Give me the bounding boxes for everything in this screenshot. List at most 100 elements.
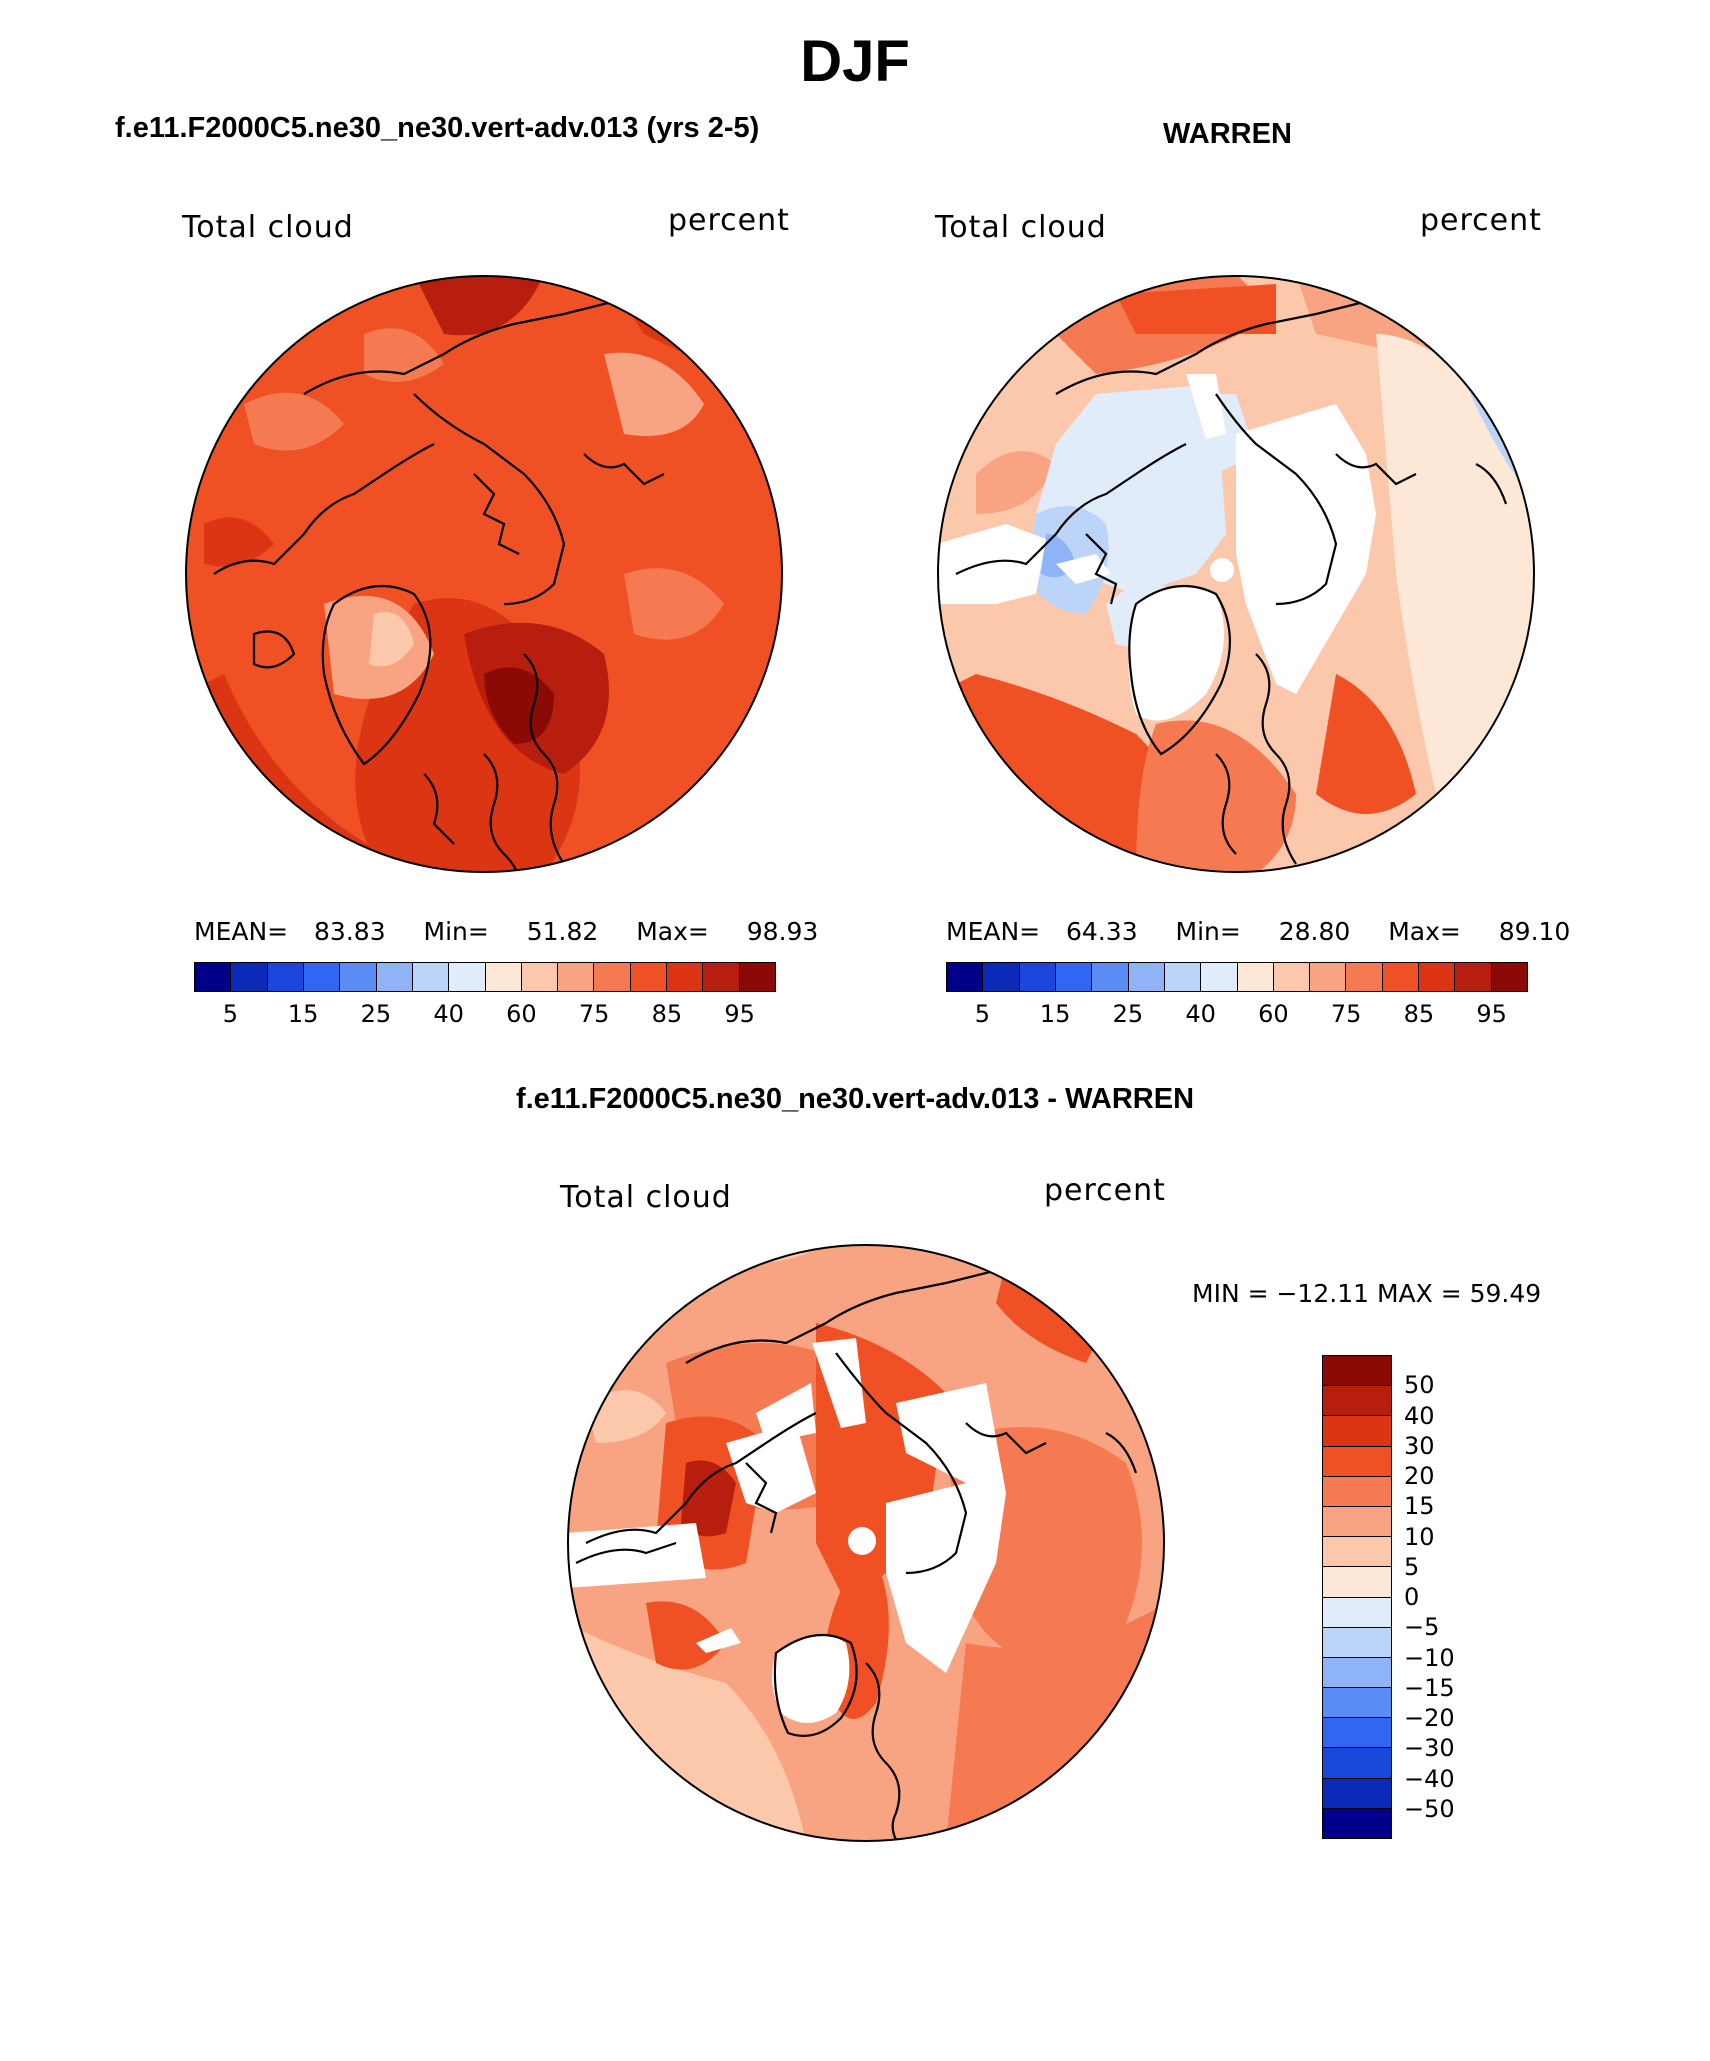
- colorbar-swatch: [1055, 963, 1093, 991]
- panel-1-colorbar-ticks: 5 15 25 40 60 75 85 95: [194, 1000, 776, 1030]
- diff-minmax-text: MIN = −12.11 MAX = 59.49: [1192, 1279, 1542, 1308]
- colorbar-swatch: [1128, 963, 1165, 991]
- colorbar-swatch: [1310, 963, 1347, 991]
- colorbar-tick-label: −5: [1404, 1613, 1440, 1642]
- panel-1-min-value: 51.82: [526, 917, 599, 946]
- colorbar-swatch: [558, 963, 595, 991]
- colorbar-tick-label: 10: [1404, 1522, 1435, 1551]
- panel-2-colorbar-ticks: 5 15 25 40 60 75 85 95: [946, 1000, 1528, 1030]
- panel-2-stats: MEAN= 64.33 Min= 28.80 Max= 89.10: [946, 917, 1570, 946]
- colorbar-swatch: [1323, 1476, 1391, 1507]
- colorbar-swatch: [630, 963, 668, 991]
- panel-1-stats: MEAN= 83.83 Min= 51.82 Max= 98.93: [194, 917, 818, 946]
- colorbar-tick-label: −50: [1404, 1794, 1455, 1823]
- colorbar-swatch: [703, 963, 740, 991]
- panel-2-polar-map: [937, 275, 1535, 873]
- panel-2-case-title: WARREN: [1163, 118, 1292, 150]
- colorbar-tick-label: −15: [1404, 1673, 1455, 1702]
- panel-2-colorbar: [946, 962, 1528, 992]
- colorbar-tick-label: 95: [724, 1000, 755, 1028]
- colorbar-swatch: [1323, 1386, 1391, 1417]
- colorbar-swatch: [340, 963, 377, 991]
- colorbar-tick-label: 25: [360, 1000, 392, 1028]
- colorbar-swatch: [449, 963, 486, 991]
- colorbar-swatch: [1323, 1778, 1391, 1809]
- panel-1-mean-value: 83.83: [314, 917, 386, 946]
- colorbar-swatch: [1273, 963, 1311, 991]
- colorbar-swatch: [1323, 1416, 1391, 1447]
- colorbar-tick-label: 5: [222, 1000, 239, 1028]
- panel-2-mean-value: 64.33: [1066, 917, 1138, 946]
- panel-1-colorbar: [194, 962, 776, 992]
- colorbar-swatch: [1323, 1356, 1391, 1387]
- panel-1-variable-label: Total cloud: [182, 210, 354, 245]
- colorbar-swatch: [1323, 1718, 1391, 1749]
- colorbar-swatch: [1323, 1627, 1391, 1658]
- colorbar-tick-label: −20: [1404, 1704, 1455, 1732]
- colorbar-swatch: [947, 963, 984, 991]
- colorbar-swatch: [1323, 1688, 1391, 1719]
- panel-1-mean-label: MEAN=: [194, 917, 289, 946]
- colorbar-tick-label: −30: [1404, 1734, 1455, 1763]
- colorbar-swatch: [1323, 1537, 1391, 1568]
- colorbar-tick-label: 85: [1403, 1000, 1435, 1028]
- panel-1-units-label: percent: [668, 203, 790, 238]
- colorbar-tick-label: 15: [1404, 1492, 1435, 1521]
- colorbar-swatch: [485, 963, 522, 991]
- colorbar-tick-label: 25: [1112, 1000, 1144, 1028]
- colorbar-tick-label: −40: [1404, 1764, 1455, 1793]
- colorbar-swatch: [667, 963, 704, 991]
- colorbar-swatch: [376, 963, 413, 991]
- colorbar-swatch: [1491, 963, 1527, 991]
- colorbar-tick-label: 15: [287, 1000, 319, 1028]
- panel-1-max-value: 98.93: [746, 917, 819, 946]
- colorbar-swatch: [1323, 1506, 1391, 1538]
- colorbar-swatch: [1455, 963, 1492, 991]
- colorbar-swatch: [1323, 1597, 1391, 1628]
- colorbar-tick-label: 30: [1404, 1431, 1435, 1460]
- colorbar-swatch: [412, 963, 450, 991]
- panel-2-mean-label: MEAN=: [946, 917, 1041, 946]
- colorbar-tick-label: 20: [1404, 1462, 1435, 1490]
- colorbar-tick-label: 0: [1404, 1583, 1420, 1611]
- panel-2-min-label: Min=: [1175, 917, 1241, 946]
- colorbar-tick-label: 5: [974, 1000, 991, 1028]
- colorbar-swatch: [1092, 963, 1129, 991]
- colorbar-tick-label: 40: [1404, 1401, 1435, 1430]
- colorbar-swatch: [1237, 963, 1274, 991]
- panel-1-polar-map: [185, 275, 783, 873]
- colorbar-swatch: [231, 963, 268, 991]
- colorbar-swatch: [1164, 963, 1202, 991]
- colorbar-swatch: [1323, 1567, 1391, 1598]
- colorbar-swatch: [1019, 963, 1056, 991]
- panel-2-max-label: Max=: [1388, 917, 1461, 946]
- colorbar-tick-label: 85: [651, 1000, 683, 1028]
- colorbar-tick-label: 50: [1404, 1371, 1435, 1400]
- panel-2-variable-label: Total cloud: [935, 210, 1107, 245]
- colorbar-swatch: [1323, 1748, 1391, 1779]
- panel-1-max-label: Max=: [636, 917, 709, 946]
- colorbar-swatch: [267, 963, 304, 991]
- colorbar-swatch: [1201, 963, 1238, 991]
- panel-2-min-value: 28.80: [1278, 917, 1351, 946]
- colorbar-swatch: [1382, 963, 1420, 991]
- panel-1-min-label: Min=: [423, 917, 489, 946]
- colorbar-swatch: [739, 963, 775, 991]
- colorbar-tick-label: 5: [1404, 1552, 1420, 1581]
- page-title: DJF: [800, 29, 910, 94]
- colorbar-swatch: [983, 963, 1020, 991]
- colorbar-tick-label: 15: [1039, 1000, 1071, 1028]
- colorbar-swatch: [1419, 963, 1456, 991]
- colorbar-tick-label: 75: [578, 1000, 610, 1028]
- diff-units-label: percent: [1044, 1173, 1166, 1208]
- colorbar-swatch: [303, 963, 341, 991]
- colorbar-swatch: [594, 963, 631, 991]
- colorbar-swatch: [1323, 1808, 1391, 1838]
- panel-2-max-value: 89.10: [1498, 917, 1571, 946]
- colorbar-swatch: [1323, 1657, 1391, 1689]
- colorbar-tick-label: 60: [506, 1000, 537, 1028]
- diff-polar-map: [567, 1244, 1165, 1842]
- colorbar-swatch: [1346, 963, 1383, 991]
- colorbar-tick-label: 40: [1185, 1000, 1216, 1028]
- diff-colorbar: [1322, 1355, 1392, 1839]
